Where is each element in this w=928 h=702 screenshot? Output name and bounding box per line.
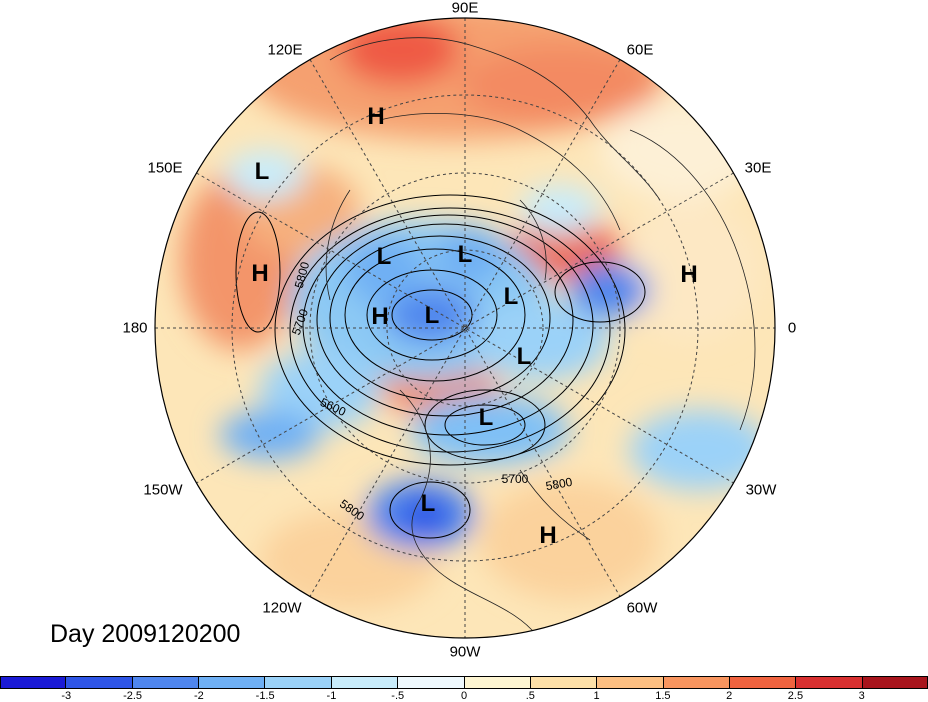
lon-label-150e: 150E — [147, 159, 183, 177]
colorbar-tick-label: -2 — [193, 690, 204, 702]
low-pressure-center: L — [376, 243, 392, 270]
colorbar-segment — [66, 676, 133, 689]
colorbar-tick-label: 1 — [593, 690, 600, 702]
high-pressure-center: H — [371, 303, 389, 330]
colorbar-segment — [265, 676, 332, 689]
high-pressure-center: H — [539, 522, 557, 549]
graticule — [155, 18, 775, 638]
colorbar-tick-label: -1.5 — [255, 690, 275, 702]
colorbar-segment — [663, 676, 730, 689]
lon-label-120w: 120W — [262, 599, 302, 617]
low-pressure-center: L — [457, 241, 473, 268]
lon-label-30w: 30W — [745, 481, 777, 499]
colorbar-segment — [464, 676, 531, 689]
contour-label: 5700 — [501, 472, 529, 486]
lon-label-120e: 120E — [267, 41, 303, 59]
low-pressure-center: L — [420, 490, 436, 517]
lon-label-150w: 150W — [143, 481, 183, 499]
colorbar-tick-label: 2.5 — [787, 690, 804, 702]
coastlines — [325, 37, 756, 638]
high-pressure-center: H — [680, 261, 698, 288]
colorbar-segment — [398, 676, 465, 689]
low-pressure-center: L — [503, 283, 519, 310]
colorbar-tick-label: -.5 — [391, 690, 405, 702]
low-pressure-center: L — [254, 158, 270, 185]
map-boundary — [154, 17, 776, 639]
colorbar-segment — [331, 676, 399, 689]
lon-label-90w: 90W — [449, 643, 481, 661]
lon-label-60e: 60E — [626, 41, 654, 59]
lon-label-180: 180 — [122, 319, 148, 337]
colorbar-tick-label: -1 — [326, 690, 337, 702]
lon-label-30e: 30E — [744, 159, 772, 177]
colorbar-segment — [199, 676, 266, 689]
lon-label-60w: 60W — [626, 599, 658, 617]
colorbar-segment — [132, 676, 200, 689]
colorbar-tick-label: 1.5 — [655, 690, 671, 702]
height-contours — [235, 194, 646, 539]
colorbar-segment — [530, 676, 598, 689]
lon-label-90e: 90E — [451, 0, 479, 17]
low-pressure-center: L — [424, 302, 440, 329]
lon-label-0: 0 — [787, 319, 797, 337]
colorbar-segment — [862, 676, 928, 689]
high-pressure-center: H — [367, 103, 385, 130]
colorbar-tick-label: 3 — [858, 690, 865, 702]
colorbar-segment — [597, 676, 664, 689]
colorbar-segment — [729, 676, 797, 689]
colorbar-tick-label: -3 — [61, 690, 72, 702]
colorbar-tick-label: 0 — [460, 690, 468, 702]
high-pressure-center: H — [251, 260, 269, 287]
colorbar — [0, 676, 928, 689]
colorbar-segment — [0, 676, 67, 689]
low-pressure-center: L — [478, 404, 494, 431]
low-pressure-center: L — [516, 343, 532, 370]
date-label: Day 2009120200 — [50, 620, 241, 648]
colorbar-tick-label: -2.5 — [123, 690, 143, 702]
colorbar-segment — [796, 676, 863, 689]
colorbar-tick-label: .5 — [525, 690, 535, 702]
colorbar-tick-label: 2 — [726, 690, 733, 702]
